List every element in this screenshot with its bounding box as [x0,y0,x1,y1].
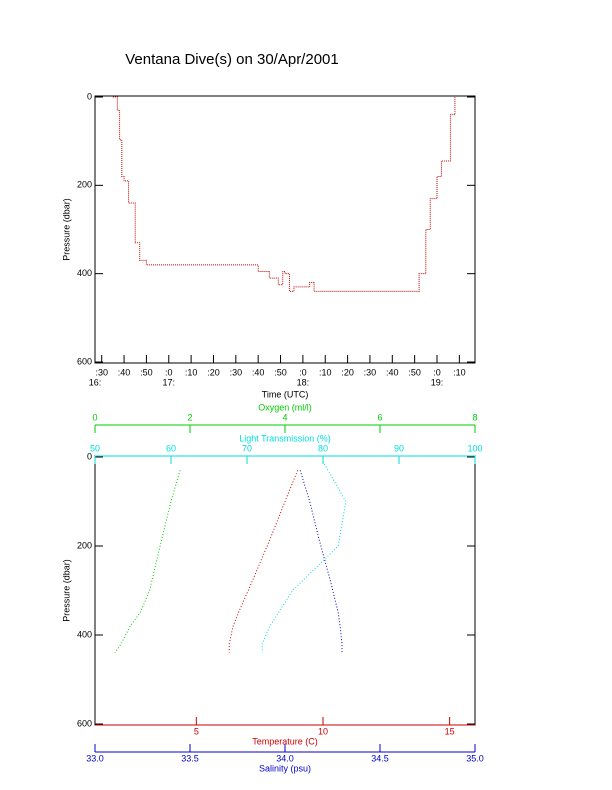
plot-frame [94,95,476,364]
x-tick-label: 50 [90,443,100,453]
x-tick-label: :20 [341,367,354,377]
x-tick-label: :20 [207,367,220,377]
y-tick-label: 600 [77,356,92,366]
x-tick-label: 0 [92,412,97,422]
x-hour-label: 18: [297,377,310,387]
x-tick-label: 8 [472,412,477,422]
x-tick-label: :40 [118,367,131,377]
x-tick-label: :40 [386,367,399,377]
x-tick-label: 15 [445,726,455,736]
x-axis-label: Oxygen (ml/l) [258,402,312,412]
x-axis-label: Time (UTC) [262,389,309,399]
y-tick-label: 600 [77,718,92,728]
x-tick-label: 4 [282,412,287,422]
x-axis-label: Light Transmission (%) [239,433,331,443]
x-tick-label: :30 [95,367,108,377]
x-tick-label: :10 [453,367,466,377]
x-tick-label: 60 [166,443,176,453]
y-axis-label: Pressure (dbar) [61,559,71,622]
x-tick-label: 70 [242,443,252,453]
x-tick-label: :50 [274,367,287,377]
x-tick-label: :0 [433,367,441,377]
y-tick-label: 200 [77,540,92,550]
x-tick-label: :50 [408,367,421,377]
x-tick-label: :30 [230,367,243,377]
x-tick-label: 100 [467,443,482,453]
data-line [112,96,456,292]
x-tick-label: 90 [394,443,404,453]
x-tick-label: 80 [318,443,328,453]
x-hour-label: 19: [431,377,444,387]
x-tick-label: 34.0 [276,753,294,763]
x-tick-label: 35.0 [466,753,484,763]
x-axis-label: Temperature (C) [252,736,318,746]
x-axis-label: Salinity (psu) [259,763,311,773]
x-tick-label: 34.5 [371,753,389,763]
x-tick-label: 10 [318,726,328,736]
x-hour-label: 16: [89,377,102,387]
y-axis-label: Pressure (dbar) [61,198,71,261]
x-tick-label: :50 [140,367,153,377]
profile-line [114,470,181,654]
x-tick-label: 33.5 [181,753,199,763]
y-tick-label: 0 [87,91,92,101]
y-tick-label: 400 [77,268,92,278]
x-tick-label: :10 [319,367,332,377]
profile-line [228,470,299,653]
x-tick-label: :40 [252,367,265,377]
x-tick-label: 6 [377,412,382,422]
plot-frame [94,455,476,726]
x-tick-label: 33.0 [86,753,104,763]
x-tick-label: :0 [165,367,173,377]
y-tick-label: 200 [77,180,92,190]
x-tick-label: :30 [364,367,377,377]
x-hour-label: 17: [163,377,176,387]
profile-line [299,470,343,653]
x-tick-label: 5 [194,726,199,736]
x-tick-label: 2 [187,412,192,422]
x-tick-label: :10 [185,367,198,377]
y-tick-label: 0 [87,451,92,461]
profile-line [261,461,347,653]
y-tick-label: 400 [77,629,92,639]
x-tick-label: :0 [299,367,307,377]
chart-title: Ventana Dive(s) on 30/Apr/2001 [125,51,338,68]
